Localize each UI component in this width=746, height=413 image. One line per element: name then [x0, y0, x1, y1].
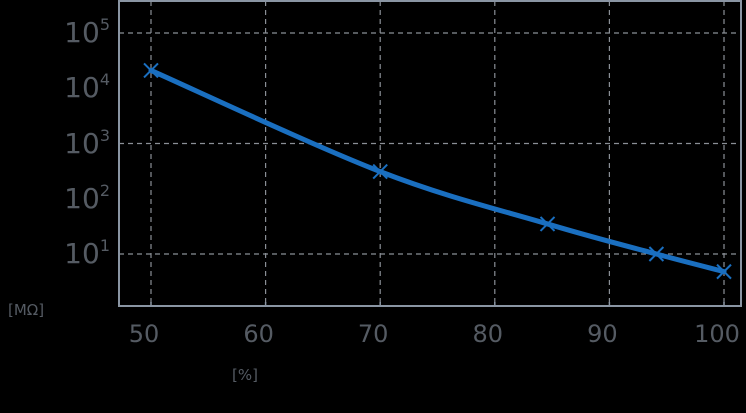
x-marker-icon: [372, 163, 388, 180]
x-axis-unit-label: [%]: [232, 366, 258, 384]
data-line: [148, 67, 727, 275]
x-marker-icon: [648, 246, 665, 262]
x-tick-label: 50: [128, 320, 160, 348]
x-tick-label: 80: [472, 320, 504, 348]
y-tick-label: 101: [64, 236, 110, 270]
y-axis-unit-label: [MΩ]: [8, 301, 45, 319]
plot-border: [118, 0, 742, 307]
x-tick-label: 100: [694, 320, 740, 348]
data-series: [143, 62, 732, 280]
x-tick-label: 70: [357, 320, 389, 348]
x-tick-label: 60: [243, 320, 274, 348]
grid-lines: [119, 1, 741, 306]
y-tick-label: 103: [64, 126, 110, 160]
y-tick-label: 104: [64, 70, 110, 104]
axes-frame: [118, 0, 742, 307]
y-tick-label: 105: [64, 15, 110, 49]
x-tick-label: 90: [587, 320, 618, 348]
x-marker-icon: [143, 62, 159, 79]
y-tick-label: 102: [64, 181, 110, 215]
x-marker-icon: [716, 263, 732, 280]
x-marker-icon: [539, 216, 556, 232]
